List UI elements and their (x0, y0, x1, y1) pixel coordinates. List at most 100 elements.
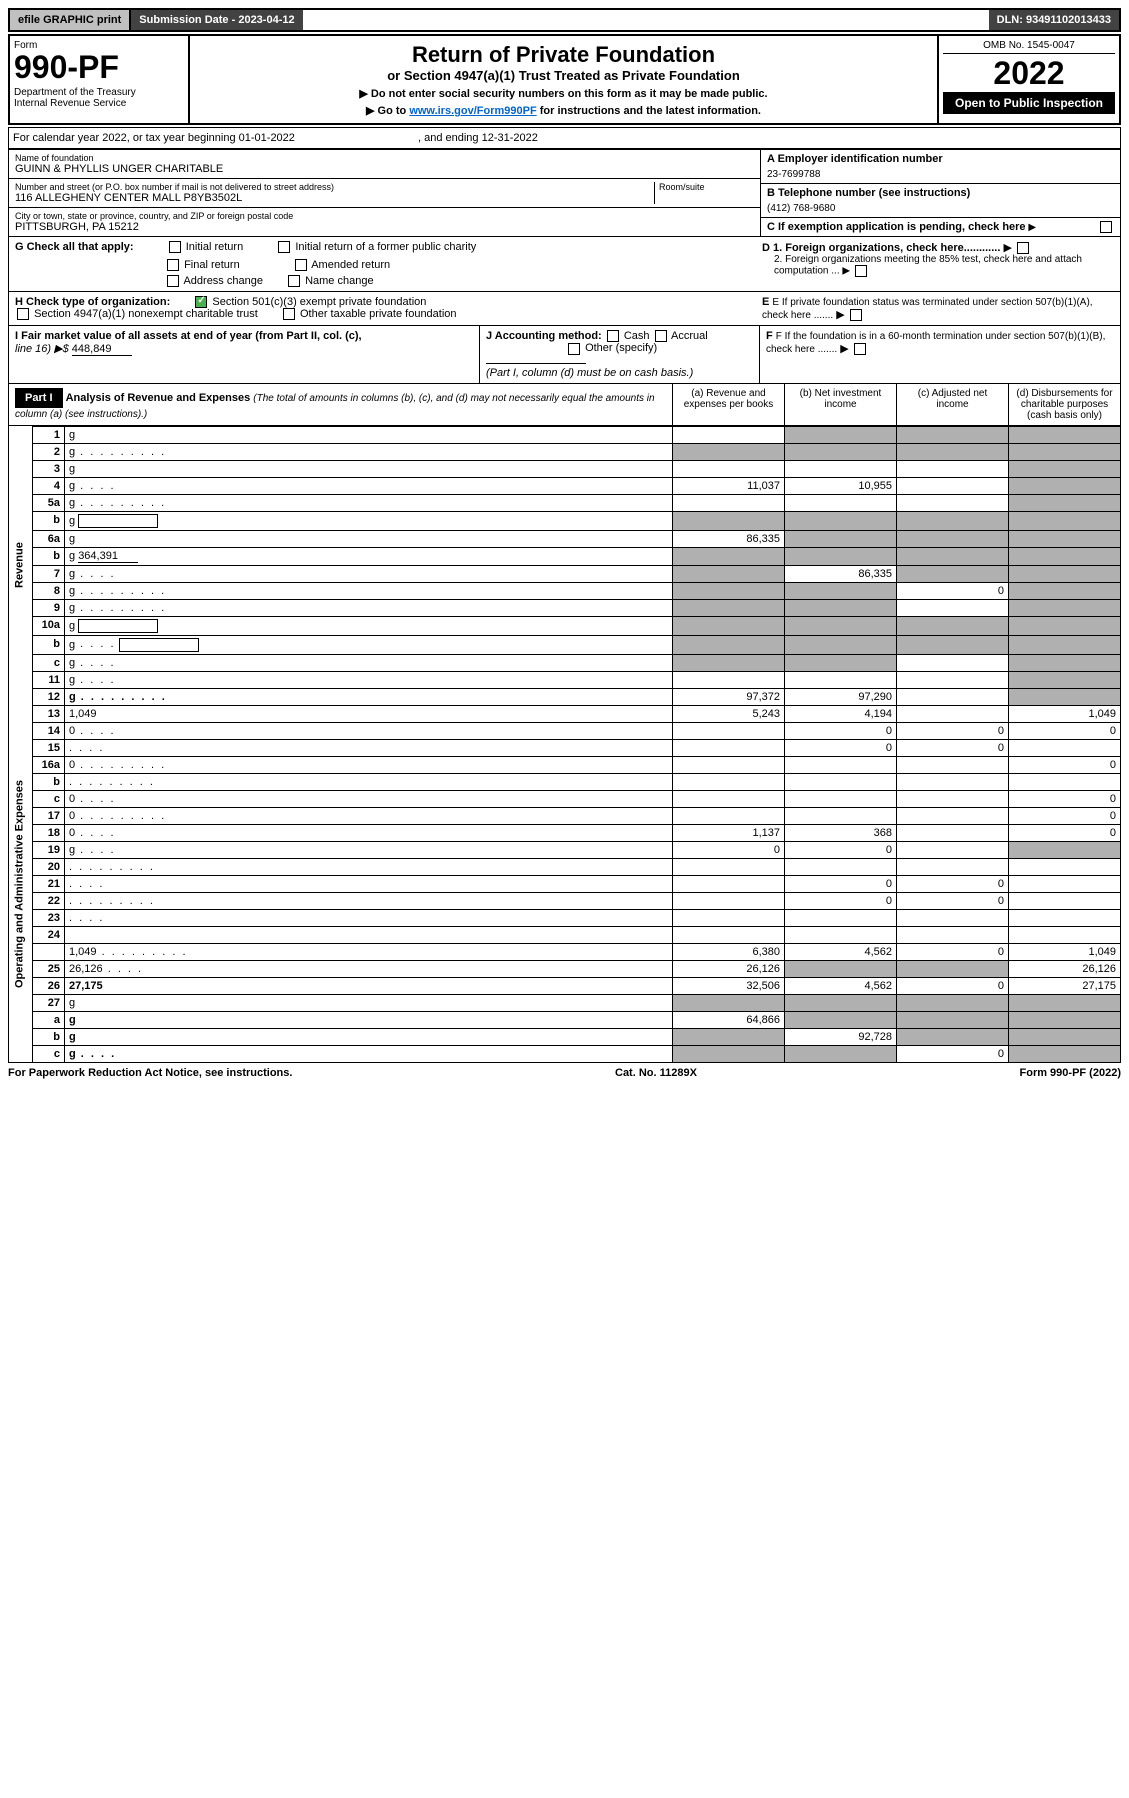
value-cell (1009, 1045, 1121, 1062)
col-b-head: (b) Net investment income (784, 384, 896, 425)
table-row: 2g (9, 443, 1121, 460)
value-cell (1009, 1011, 1121, 1028)
value-cell (897, 688, 1009, 705)
table-row: bg (9, 511, 1121, 530)
value-cell (897, 841, 1009, 858)
side-label: Operating and Administrative Expenses (9, 705, 33, 1062)
f-checkbox[interactable] (854, 343, 866, 355)
value-cell (673, 909, 785, 926)
table-row: 2200 (9, 892, 1121, 909)
table-row: 2100 (9, 875, 1121, 892)
value-cell (673, 1028, 785, 1045)
final-return-checkbox[interactable] (167, 259, 179, 271)
city-label: City or town, state or province, country… (15, 211, 754, 221)
irs-link[interactable]: www.irs.gov/Form990PF (409, 105, 536, 117)
calendar-year-row: For calendar year 2022, or tax year begi… (8, 127, 1121, 149)
line-number: 23 (33, 909, 65, 926)
value-cell (1009, 547, 1121, 565)
value-cell (897, 565, 1009, 582)
value-cell: 0 (1009, 722, 1121, 739)
form-subtitle: or Section 4947(a)(1) Trust Treated as P… (196, 68, 931, 83)
value-cell (785, 635, 897, 654)
inline-input[interactable] (78, 619, 158, 633)
line-number: 13 (33, 705, 65, 722)
value-cell (673, 994, 785, 1011)
table-row: 23 (9, 909, 1121, 926)
501c3-checkbox[interactable] (195, 296, 207, 308)
d1-label: D 1. Foreign organizations, check here..… (762, 242, 1000, 254)
value-cell (673, 460, 785, 477)
table-row: 3g (9, 460, 1121, 477)
accrual-checkbox[interactable] (655, 330, 667, 342)
value-cell (785, 790, 897, 807)
value-cell (1009, 530, 1121, 547)
value-cell (897, 671, 1009, 688)
table-row: ag64,866 (9, 1011, 1121, 1028)
value-cell (1009, 582, 1121, 599)
table-row: cg (9, 654, 1121, 671)
value-cell: 0 (785, 892, 897, 909)
value-cell: 0 (785, 875, 897, 892)
value-cell (785, 994, 897, 1011)
value-cell (673, 858, 785, 875)
value-cell: 4,194 (785, 705, 897, 722)
value-cell (673, 654, 785, 671)
table-row: 1500 (9, 739, 1121, 756)
4947-checkbox[interactable] (17, 308, 29, 320)
e-label: E If private foundation status was termi… (762, 297, 1093, 321)
value-cell (897, 807, 1009, 824)
address-change-checkbox[interactable] (167, 275, 179, 287)
phone-value: (412) 768-9680 (767, 203, 1114, 214)
e-checkbox[interactable] (850, 309, 862, 321)
value-cell (785, 426, 897, 443)
table-row: c00 (9, 790, 1121, 807)
value-cell (897, 599, 1009, 616)
amended-return-checkbox[interactable] (295, 259, 307, 271)
line-number: b (33, 773, 65, 790)
value-cell (785, 960, 897, 977)
line-number: 2 (33, 443, 65, 460)
line-desc: g (65, 565, 673, 582)
initial-former-checkbox[interactable] (278, 241, 290, 253)
table-row: 12g97,37297,290 (9, 688, 1121, 705)
name-label: Name of foundation (15, 153, 754, 163)
value-cell (1009, 443, 1121, 460)
other-taxable-checkbox[interactable] (283, 308, 295, 320)
value-cell (897, 858, 1009, 875)
cash-checkbox[interactable] (607, 330, 619, 342)
foreign-85-checkbox[interactable] (855, 265, 867, 277)
line-number: 3 (33, 460, 65, 477)
value-cell (673, 756, 785, 773)
inline-input[interactable] (78, 514, 158, 528)
line-desc: 26,126 (65, 960, 673, 977)
table-row: 1801,1373680 (9, 824, 1121, 841)
name-change-checkbox[interactable] (288, 275, 300, 287)
line-desc: 1,049 (65, 705, 673, 722)
paperwork-notice: For Paperwork Reduction Act Notice, see … (8, 1067, 292, 1079)
exemption-pending-checkbox[interactable] (1100, 221, 1112, 233)
value-cell: 1,137 (673, 824, 785, 841)
line-desc: g (65, 460, 673, 477)
value-cell (785, 671, 897, 688)
value-cell (897, 494, 1009, 511)
other-method-checkbox[interactable] (568, 343, 580, 355)
initial-return-checkbox[interactable] (169, 241, 181, 253)
fmv-row: I Fair market value of all assets at end… (8, 326, 1121, 383)
efile-button[interactable]: efile GRAPHIC print (10, 10, 131, 30)
line-desc: 1,049 (65, 943, 673, 960)
value-cell (673, 892, 785, 909)
value-cell (897, 790, 1009, 807)
value-cell: 27,175 (1009, 977, 1121, 994)
section-h: H Check type of organization: Section 50… (8, 292, 1121, 326)
foreign-org-checkbox[interactable] (1017, 242, 1029, 254)
value-cell: 1,049 (1009, 943, 1121, 960)
value-cell (785, 1011, 897, 1028)
value-cell (897, 756, 1009, 773)
table-row: 24 (9, 926, 1121, 943)
value-cell (897, 477, 1009, 494)
inline-input[interactable] (119, 638, 199, 652)
value-cell (785, 582, 897, 599)
value-cell (785, 547, 897, 565)
value-cell (673, 635, 785, 654)
value-cell (1009, 654, 1121, 671)
